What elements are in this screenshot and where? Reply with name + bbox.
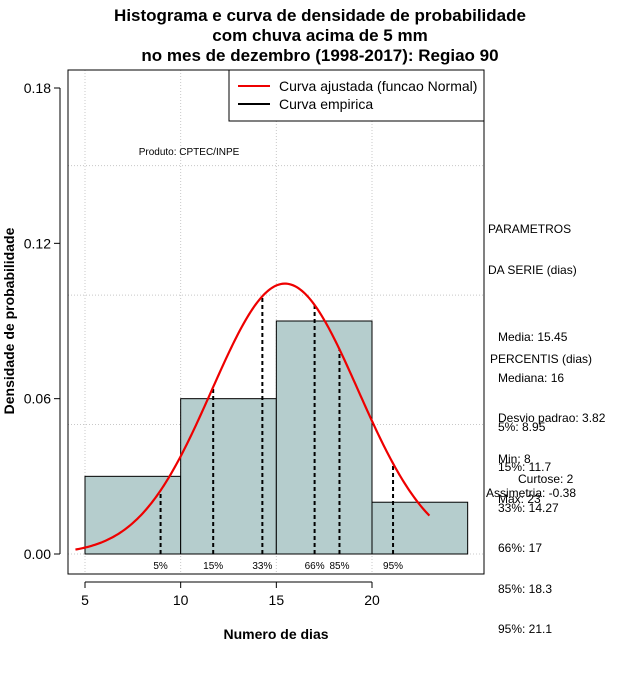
x-tick-label: 15 [269, 592, 285, 608]
bars-layer [84, 320, 469, 555]
percentile-label: 5% [153, 561, 168, 572]
histogram-chart: 5% 15% 33% 66% 85% 95% 5 10 15 20 0.00 0.06 0.12 0.1… [1, 69, 485, 642]
y-tick-label: 0.12 [24, 235, 51, 251]
histogram-bar [84, 475, 182, 555]
stat-desvio: Desvio padrao: 3.82 [498, 411, 606, 425]
percentil-95: 95%: 21.1 [498, 622, 553, 636]
chart-title-line-3: no mes de dezembro (1998-2017): Regiao 9… [141, 46, 499, 65]
curve-layer [75, 282, 431, 551]
x-axis-label: Numero de dias [223, 626, 328, 642]
y-tick-label: 0.18 [24, 80, 51, 96]
histogram-bar [371, 501, 469, 555]
percentile-label: 15% [203, 561, 223, 572]
percentile-label: 95% [383, 561, 403, 572]
chart-title-line-2: com chuva acima de 5 mm [212, 26, 428, 45]
percentil-5: 5%: 8.95 [498, 419, 546, 434]
x-tick-label: 5 [81, 592, 89, 608]
percentil-85: 85%: 18.3 [498, 581, 553, 596]
percentil-15: 15%: 11.7 [498, 460, 552, 474]
x-tick-label: 10 [173, 592, 189, 608]
axis-layer: 5 10 15 20 0.00 0.06 0.12 0.18 [24, 80, 380, 608]
assimetria-text: Assimetria: -0.38 [486, 486, 577, 500]
percentile-lines-layer: 5% 15% 33% 66% 85% 95% [153, 296, 403, 572]
curtose-text: Curtose: 2 [518, 472, 574, 486]
percentile-label: 85% [329, 561, 349, 572]
percentile-label: 66% [305, 561, 325, 572]
y-tick-label: 0.00 [24, 546, 51, 562]
percentis-panel: PERCENTIS (dias) 5%: 8.95 15%: 11.7 33%:… [490, 326, 592, 677]
percentil-33: 33%: 14.27 [498, 500, 559, 515]
percentis-header: PERCENTIS (dias) [490, 352, 593, 366]
stat-media: Media: 15.45 [498, 330, 568, 344]
stats-header-1: PARAMETROS [488, 222, 572, 236]
y-tick-label: 0.06 [24, 391, 51, 407]
stat-max: Max: 23 [498, 492, 541, 506]
legend-label-empirical: Curva empirica [279, 96, 373, 112]
x-tick-label: 20 [364, 592, 380, 608]
legend: Curva ajustada (funcao Normal) Curva emp… [228, 69, 485, 122]
produto-annotation: Produto: CPTEC/INPE [139, 147, 240, 158]
legend-box [228, 69, 485, 122]
stats-panel: PARAMETROS DA SERIE (dias) Media: 15.45 … [488, 196, 605, 547]
y-axis-label: Densidade de probabilidade [1, 227, 17, 414]
stat-mediana: Mediana: 16 [498, 370, 565, 385]
percentile-label: 33% [252, 561, 272, 572]
stats-header-2: DA SERIE (dias) [488, 262, 577, 277]
chart-title-line-1: Histograma e curva de densidade de proba… [114, 6, 526, 25]
histogram-bar [275, 320, 373, 555]
stat-min: Min: 8 [498, 451, 531, 466]
percentil-66: 66%: 17 [498, 541, 543, 555]
normal-fit-curve [75, 282, 431, 551]
legend-label-fit: Curva ajustada (funcao Normal) [279, 78, 477, 94]
